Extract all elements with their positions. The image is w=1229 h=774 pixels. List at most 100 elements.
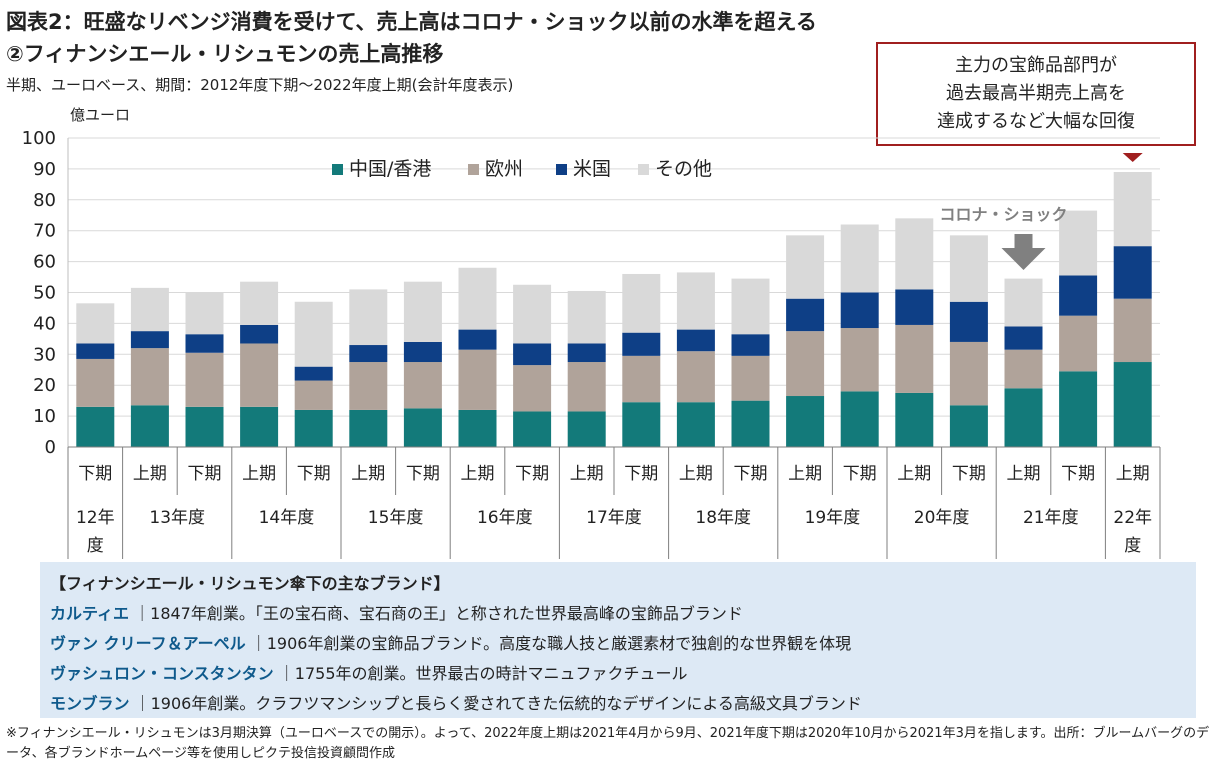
bar-segment bbox=[1004, 326, 1043, 350]
bar-segment bbox=[458, 267, 497, 330]
bar-segment bbox=[786, 396, 825, 447]
bar-segment bbox=[185, 334, 224, 353]
brand-row: モンブラン ｜1906年創業。クラフツマンシップと長らく愛されてきた伝統的なデザ… bbox=[50, 690, 862, 714]
callout-pointer-icon bbox=[1122, 153, 1143, 162]
legend-label: その他 bbox=[655, 158, 712, 180]
down-arrow-icon bbox=[1001, 234, 1046, 270]
x-tick-label: 下期 bbox=[734, 464, 768, 484]
bar-segment bbox=[676, 329, 715, 352]
x-tick-label: 下期 bbox=[952, 464, 986, 484]
brand-name: ヴァン クリーフ＆アーペル bbox=[50, 634, 246, 653]
bar-segment bbox=[513, 343, 552, 366]
x-tick-label: 上期 bbox=[461, 464, 495, 484]
bar-segment bbox=[567, 411, 606, 447]
legend-swatch bbox=[556, 164, 567, 175]
y-tick-label: 30 bbox=[33, 344, 56, 365]
x-tick-label: 上期 bbox=[679, 464, 713, 484]
bar-segment bbox=[76, 343, 115, 359]
bar-segment bbox=[294, 409, 333, 447]
brand-row: カルティエ ｜1847年創業。「王の宝石商、宝石商の王」と称された世界最高峰の宝… bbox=[50, 600, 743, 624]
x-year-label: 16年度 bbox=[477, 508, 533, 528]
bar-segment bbox=[840, 328, 879, 392]
chart-subtitle-main: ②フィナンシエール・リシュモンの売上高推移 bbox=[6, 42, 444, 66]
x-tick-label: 上期 bbox=[897, 464, 931, 484]
brand-description: ｜1906年創業。クラフツマンシップと長らく愛されてきた伝統的なデザインによる高… bbox=[134, 694, 862, 713]
legend-label: 中国/香港 bbox=[349, 158, 431, 180]
bar-segment bbox=[731, 400, 770, 447]
callout-line-3: 達成するなど大幅な回復 bbox=[937, 111, 1135, 132]
bar-segment bbox=[949, 405, 988, 447]
y-tick-label: 90 bbox=[33, 159, 56, 180]
x-year-label: 21年度 bbox=[1023, 508, 1079, 528]
bar-segment bbox=[240, 324, 279, 344]
bar-segment bbox=[1113, 171, 1152, 247]
brand-row: ヴァシュロン・コンスタンタン ｜1755年の創業。世界最古の時計マニュファクチュ… bbox=[50, 660, 688, 684]
y-tick-label: 100 bbox=[22, 128, 56, 149]
x-tick-label: 下期 bbox=[515, 464, 549, 484]
bar-segment bbox=[622, 355, 661, 403]
bar-segment bbox=[731, 334, 770, 356]
x-tick-label: 上期 bbox=[351, 464, 385, 484]
x-year-label-suffix: 度 bbox=[1124, 536, 1141, 556]
y-tick-label: 60 bbox=[33, 252, 56, 273]
bar-segment bbox=[294, 301, 333, 367]
bar-segment bbox=[130, 405, 169, 447]
x-tick-label: 上期 bbox=[1116, 464, 1150, 484]
bar-segment bbox=[130, 348, 169, 406]
bar-segment bbox=[185, 292, 224, 335]
bar-segment bbox=[349, 409, 388, 447]
bar-segment bbox=[294, 380, 333, 410]
annotation-corona-shock: コロナ・ショック bbox=[939, 205, 1067, 224]
x-tick-label: 下期 bbox=[188, 464, 222, 484]
bar-segment bbox=[458, 349, 497, 410]
bar-segment bbox=[1004, 278, 1043, 327]
bar-segment bbox=[786, 331, 825, 397]
bar-segment bbox=[185, 406, 224, 447]
x-year-label: 22年 bbox=[1113, 508, 1152, 528]
bar-segment bbox=[349, 345, 388, 363]
bar-segment bbox=[240, 406, 279, 447]
bar-segment bbox=[895, 218, 934, 290]
legend-swatch bbox=[332, 164, 343, 175]
bar-segment bbox=[403, 362, 442, 409]
bar-segment bbox=[185, 352, 224, 407]
bar-segment bbox=[458, 409, 497, 447]
x-tick-label: 下期 bbox=[297, 464, 331, 484]
brand-name: モンブラン bbox=[50, 694, 130, 713]
legend-swatch bbox=[638, 164, 649, 175]
x-year-label: 13年度 bbox=[149, 508, 205, 528]
bar-segment bbox=[513, 411, 552, 447]
bar-segment bbox=[76, 406, 115, 447]
bar-segment bbox=[403, 281, 442, 342]
x-year-label: 17年度 bbox=[586, 508, 642, 528]
y-tick-label: 20 bbox=[33, 375, 56, 396]
bar-segment bbox=[676, 402, 715, 447]
brand-description: ｜1847年創業。「王の宝石商、宝石商の王」と称された世界最高峰の宝飾品ブランド bbox=[134, 604, 743, 623]
x-tick-label: 上期 bbox=[242, 464, 276, 484]
x-tick-label: 下期 bbox=[843, 464, 877, 484]
brand-description: ｜1755年の創業。世界最古の時計マニュファクチュール bbox=[278, 664, 688, 683]
bar-segment bbox=[349, 362, 388, 410]
y-tick-label: 40 bbox=[33, 313, 56, 334]
bar-segment bbox=[1059, 210, 1098, 276]
callout-box: 主力の宝飾品部門が 過去最高半期売上高を 達成するなど大幅な回復 bbox=[876, 42, 1196, 146]
brand-panel-title: 【フィナンシエール・リシュモン傘下の主なブランド】 bbox=[50, 574, 450, 593]
callout-line-1: 主力の宝飾品部門が bbox=[955, 55, 1117, 76]
bar-segment bbox=[731, 278, 770, 335]
bar-segment bbox=[622, 332, 661, 356]
x-year-label: 15年度 bbox=[368, 508, 424, 528]
bar-segment bbox=[349, 289, 388, 346]
bar-segment bbox=[676, 351, 715, 403]
legend-label: 米国 bbox=[573, 158, 611, 180]
bar-segment bbox=[895, 392, 934, 447]
bar-segment bbox=[403, 408, 442, 447]
x-tick-label: 上期 bbox=[788, 464, 822, 484]
y-tick-label: 70 bbox=[33, 221, 56, 242]
brand-name: カルティエ bbox=[50, 604, 130, 623]
bar-segment bbox=[458, 329, 497, 350]
bar-segment bbox=[1059, 315, 1098, 372]
bar-segment bbox=[895, 324, 934, 393]
footnote: ※フィナンシエール・リシュモンは3月期決算（ユーロベースでの開示）。よって、20… bbox=[6, 726, 1210, 761]
bar-segment bbox=[240, 281, 279, 325]
